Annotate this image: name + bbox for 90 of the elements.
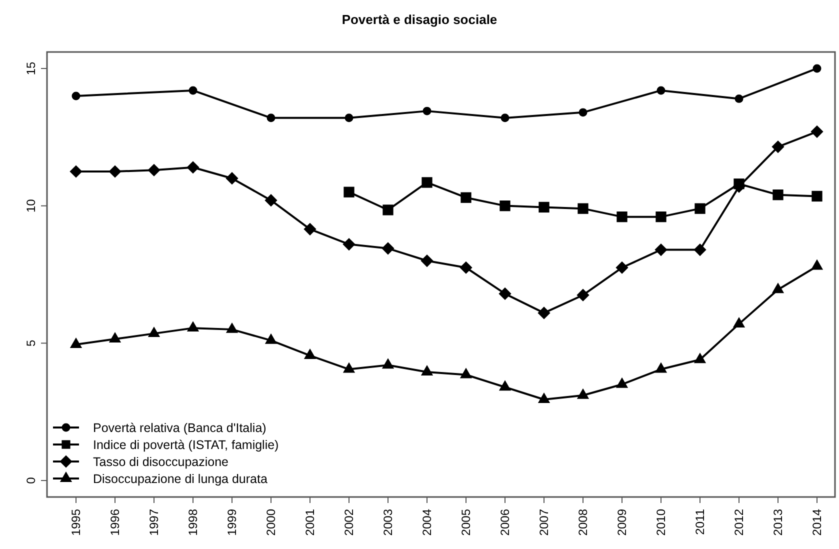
x-tick-label: 2004 [420,508,434,536]
point [500,114,510,122]
point [108,332,122,343]
x-tick-label: 1995 [69,508,83,536]
point [108,165,122,178]
point [344,114,354,122]
point [576,288,590,302]
point [656,86,666,95]
point [72,92,80,100]
point [616,211,628,222]
point [772,190,784,200]
point [148,164,160,176]
point [70,165,82,178]
point [420,365,434,376]
point [498,380,512,391]
point [342,238,356,251]
x-tick-label: 2012 [732,508,746,536]
x-tick-label: 2014 [810,508,824,536]
point [810,259,824,270]
point [656,211,666,222]
x-tick-label: 1997 [147,508,161,536]
point [226,172,238,185]
point [654,362,668,373]
x-tick-label: 1996 [108,508,122,536]
point [422,106,432,116]
point [772,140,784,154]
point [616,261,628,274]
legend-label: Indice di povertà (ISTAT, famiglie) [93,438,279,452]
point [344,186,354,198]
point [264,194,278,207]
point [70,338,82,348]
point [422,177,432,188]
x-tick-label: 2000 [264,508,278,536]
x-tick-label: 2002 [342,508,356,536]
legend-label: Tasso di disoccupazione [93,455,229,469]
point [538,202,550,213]
point [538,306,550,320]
point [382,358,394,369]
point [264,333,278,344]
point [812,190,822,202]
x-tick-label: 2003 [381,508,395,536]
x-tick-label: 2010 [654,508,668,536]
y-tick-label: 15 [24,61,38,76]
point [226,322,238,333]
point [810,125,824,138]
point [732,316,746,328]
x-tick-label: 2001 [303,508,317,536]
x-tick-label: 2008 [576,508,590,536]
legend-label: Povertà relativa (Banca d'Italia) [93,421,266,435]
point [694,243,706,256]
point [772,282,784,294]
point [266,114,276,122]
point [694,352,706,364]
point [382,242,394,255]
x-tick-label: 2013 [771,508,785,536]
x-tick-label: 2007 [537,508,551,536]
x-tick-label: 1999 [225,508,239,536]
point [576,388,590,399]
legend-label: Disoccupazione di lunga durata [93,472,268,486]
point [148,326,160,338]
point [578,203,588,214]
y-tick-label: 0 [24,476,38,484]
point [498,287,512,300]
point [188,86,198,95]
point [694,203,706,214]
point [500,200,510,212]
point [460,192,472,203]
point [304,222,316,236]
point [734,94,744,103]
point [186,161,200,174]
chart-title: Povertà e disagio sociale [342,12,498,27]
point [420,254,434,268]
point [812,64,822,73]
y-tick-label: 10 [24,198,38,213]
x-tick-label: 2009 [615,508,629,536]
point [382,204,394,216]
point [578,108,588,117]
point [538,392,550,403]
point [460,261,472,274]
point [654,243,668,256]
x-tick-label: 2011 [693,508,707,535]
point [304,348,316,360]
x-tick-label: 2005 [459,508,473,536]
point [342,362,356,373]
point [460,368,472,378]
y-tick-label: 5 [24,340,38,347]
point [186,321,200,332]
point [616,377,628,388]
x-tick-label: 2006 [498,508,512,536]
x-tick-label: 1998 [186,508,200,536]
